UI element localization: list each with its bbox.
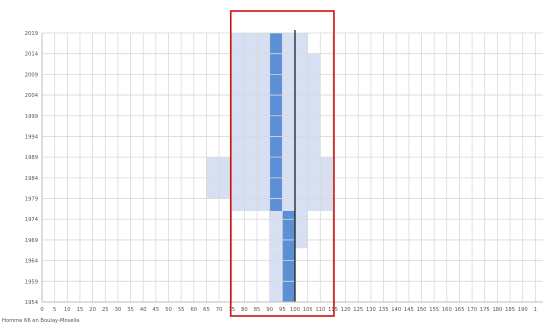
x-tick-label: 25: [102, 307, 109, 313]
x-tick-label: 155: [429, 307, 439, 313]
x-tick-label: 190: [518, 307, 528, 313]
x-tick-label: 100: [290, 307, 300, 313]
y-tick-label: 1974: [25, 217, 39, 223]
x-tick-label: 80: [241, 307, 248, 313]
x-tick-label: 125: [353, 307, 363, 313]
x-tick-label: 5: [53, 307, 56, 313]
y-tick-label: 1964: [25, 259, 39, 265]
x-tick-label: 170: [467, 307, 477, 313]
x-tick-label: 115: [328, 307, 338, 313]
x-tick-label: 185: [505, 307, 515, 313]
y-tick-label: 2019: [25, 31, 38, 37]
x-tick-label: 50: [165, 307, 172, 313]
x-tick-label: 140: [391, 307, 401, 313]
y-tick-label: 1999: [25, 114, 38, 120]
core-band-segment-1: [269, 33, 283, 211]
x-tick-label: 1: [534, 307, 537, 313]
x-tick-label: 160: [442, 307, 452, 313]
highlight-layer: [229, 10, 335, 317]
y-tick-label: 1959: [25, 279, 38, 285]
y-tick-label: 1989: [25, 155, 38, 161]
x-tick-label: 15: [77, 307, 84, 313]
x-tick-label: 45: [153, 307, 160, 313]
x-tick-label: 20: [89, 307, 96, 313]
core-band-layer: [269, 33, 295, 302]
y-tick-label: 1979: [25, 197, 38, 203]
x-tick-label: 60: [190, 307, 197, 313]
x-axis-tick-labels: 0 5 10 15 20 25 30 35 40 45 50 55 60 65 70 75 80 85 90 95 10…: [40, 307, 537, 313]
x-tick-label: 0: [40, 307, 43, 313]
axes-layer: [41, 33, 543, 303]
y-tick-label: 1984: [25, 176, 39, 182]
x-tick-label: 10: [64, 307, 71, 313]
x-tick-label: 145: [404, 307, 414, 313]
y-tick-label: 1969: [25, 238, 38, 244]
x-tick-label: 135: [379, 307, 389, 313]
highlight-box: [229, 10, 335, 317]
y-tick-label: 2009: [25, 72, 38, 78]
grid-layer: [41, 32, 543, 303]
core-band-segment-2: [282, 210, 295, 302]
x-tick-label: 175: [480, 307, 490, 313]
y-tick-label: 2004: [25, 93, 39, 99]
x-tick-label: 40: [140, 307, 147, 313]
x-tick-label: 150: [417, 307, 427, 313]
x-tick-label: 110: [315, 307, 325, 313]
x-tick-label: 75: [228, 307, 235, 313]
x-tick-label: 105: [303, 307, 313, 313]
x-tick-label: 85: [254, 307, 261, 313]
x-tick-label: 130: [366, 307, 376, 313]
x-tick-label: 65: [203, 307, 210, 313]
x-tick-label: 180: [492, 307, 502, 313]
chart-footnote: Homme 66 en Boulay-Moselle: [2, 318, 80, 324]
y-tick-label: 2014: [25, 52, 39, 58]
x-tick-label: 90: [266, 307, 273, 313]
x-tick-label: 70: [216, 307, 223, 313]
x-tick-label: 120: [341, 307, 351, 313]
y-tick-label: 1954: [25, 300, 39, 306]
x-tick-label: 95: [279, 307, 286, 313]
x-tick-label: 35: [127, 307, 134, 313]
y-axis-tick-labels: 2019 2014 2009 2004 1999 1994 1989 1984 1979 1974…: [25, 31, 39, 306]
y-tick-label: 1994: [25, 134, 39, 140]
x-tick-label: 55: [178, 307, 185, 313]
x-tick-label: 30: [115, 307, 122, 313]
x-tick-label: 165: [454, 307, 464, 313]
